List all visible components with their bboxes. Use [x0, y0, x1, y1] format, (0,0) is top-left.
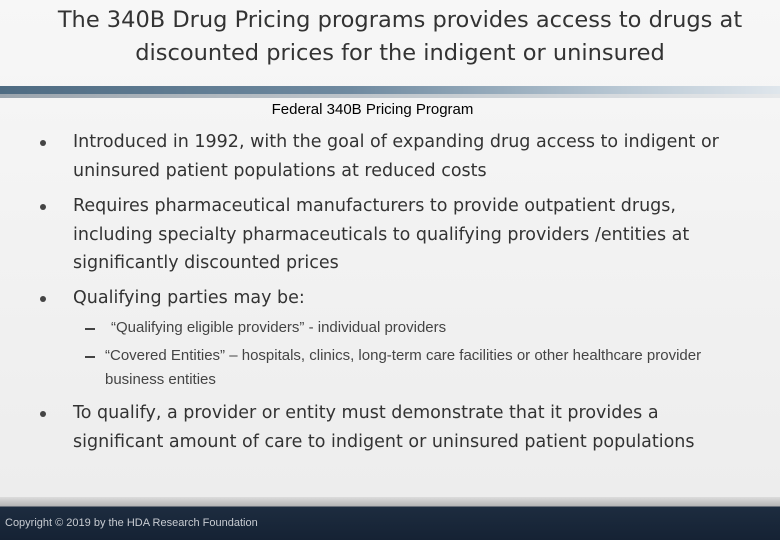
sub-bullet: “Qualifying eligible providers” - indivi…: [85, 316, 711, 340]
bullet-text: Requires pharmaceutical manufacturers to…: [73, 196, 690, 273]
bullet-dot: [40, 411, 46, 417]
bullet: Requires pharmaceutical manufacturers to…: [40, 192, 753, 278]
sub-bullet-text: “Covered Entities” – hospitals, clinics,…: [105, 347, 702, 388]
sub-bullet-text: “Qualifying eligible providers” - indivi…: [111, 319, 447, 336]
footer-text: Copyright © 2019 by the HDA Research Fou…: [5, 517, 258, 529]
decor-band: [0, 86, 780, 94]
bullet-text: Qualifying parties may be:: [73, 288, 305, 308]
bullet: To qualify, a provider or entity must de…: [40, 399, 753, 456]
bullet-dot: [40, 296, 46, 302]
bullet: Introduced in 1992, with the goal of exp…: [40, 128, 753, 185]
sub-bullet-dash: [85, 328, 95, 330]
bullet-dot: [40, 204, 46, 210]
decor-band: [0, 94, 780, 98]
bullet-dot: [40, 140, 46, 146]
sub-bullet: “Covered Entities” – hospitals, clinics,…: [85, 344, 705, 392]
bullet-text: Introduced in 1992, with the goal of exp…: [73, 132, 719, 181]
title: The 340B Drug Pricing programs provides …: [57, 7, 743, 66]
bullet-text: To qualify, a provider or entity must de…: [73, 403, 695, 452]
sub-bullet-dash: [85, 356, 95, 358]
subtitle: Federal 340B Pricing Program: [271, 101, 474, 118]
footer-bar: [0, 497, 780, 540]
bullet: Qualifying parties may be:: [40, 284, 753, 313]
